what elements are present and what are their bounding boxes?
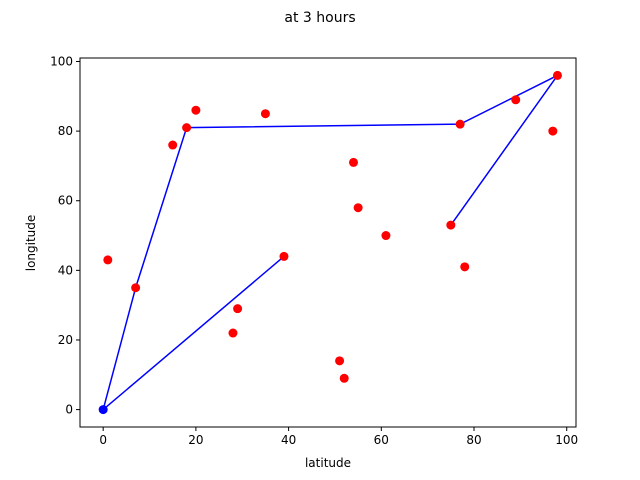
y-axis-label: longitude (24, 215, 38, 272)
data-point (339, 373, 349, 383)
data-point (446, 220, 456, 230)
origin-point (98, 405, 108, 415)
y-tick-label: 40 (58, 263, 73, 277)
x-tick-label: 20 (188, 433, 203, 447)
x-tick-label: 80 (466, 433, 481, 447)
y-tick-label: 80 (58, 124, 73, 138)
y-tick-label: 20 (58, 333, 73, 347)
data-point (131, 283, 141, 293)
y-tick-label: 60 (58, 194, 73, 208)
data-point (168, 140, 178, 150)
plot-frame (79, 57, 577, 428)
y-tick-label: 100 (50, 54, 73, 68)
data-point (455, 119, 465, 129)
x-tick-label: 100 (555, 433, 578, 447)
data-point (228, 328, 238, 338)
data-point (191, 105, 201, 115)
data-point (548, 126, 558, 136)
x-tick-label: 0 (99, 433, 107, 447)
data-point (103, 255, 113, 265)
data-point (348, 157, 358, 167)
x-axis-label: latitude (305, 456, 351, 470)
route-line (102, 255, 285, 411)
data-point (335, 356, 345, 366)
data-point (260, 109, 270, 119)
data-point (511, 95, 521, 105)
x-tick-label: 60 (374, 433, 389, 447)
data-point (460, 262, 470, 272)
axes-ticks: 0 20 40 60 80 100 0 20 40 60 80 100 (50, 54, 578, 447)
data-point (552, 70, 562, 80)
chart-title: at 3 hours (284, 10, 355, 26)
routes-layer (102, 74, 559, 411)
y-tick-label: 0 (65, 403, 73, 417)
data-point (233, 304, 243, 314)
points-layer (98, 70, 562, 415)
data-point (279, 251, 289, 261)
data-point (182, 123, 192, 133)
x-tick-label: 40 (281, 433, 296, 447)
data-point (381, 231, 391, 241)
data-point (353, 203, 363, 213)
route-line (102, 74, 559, 410)
